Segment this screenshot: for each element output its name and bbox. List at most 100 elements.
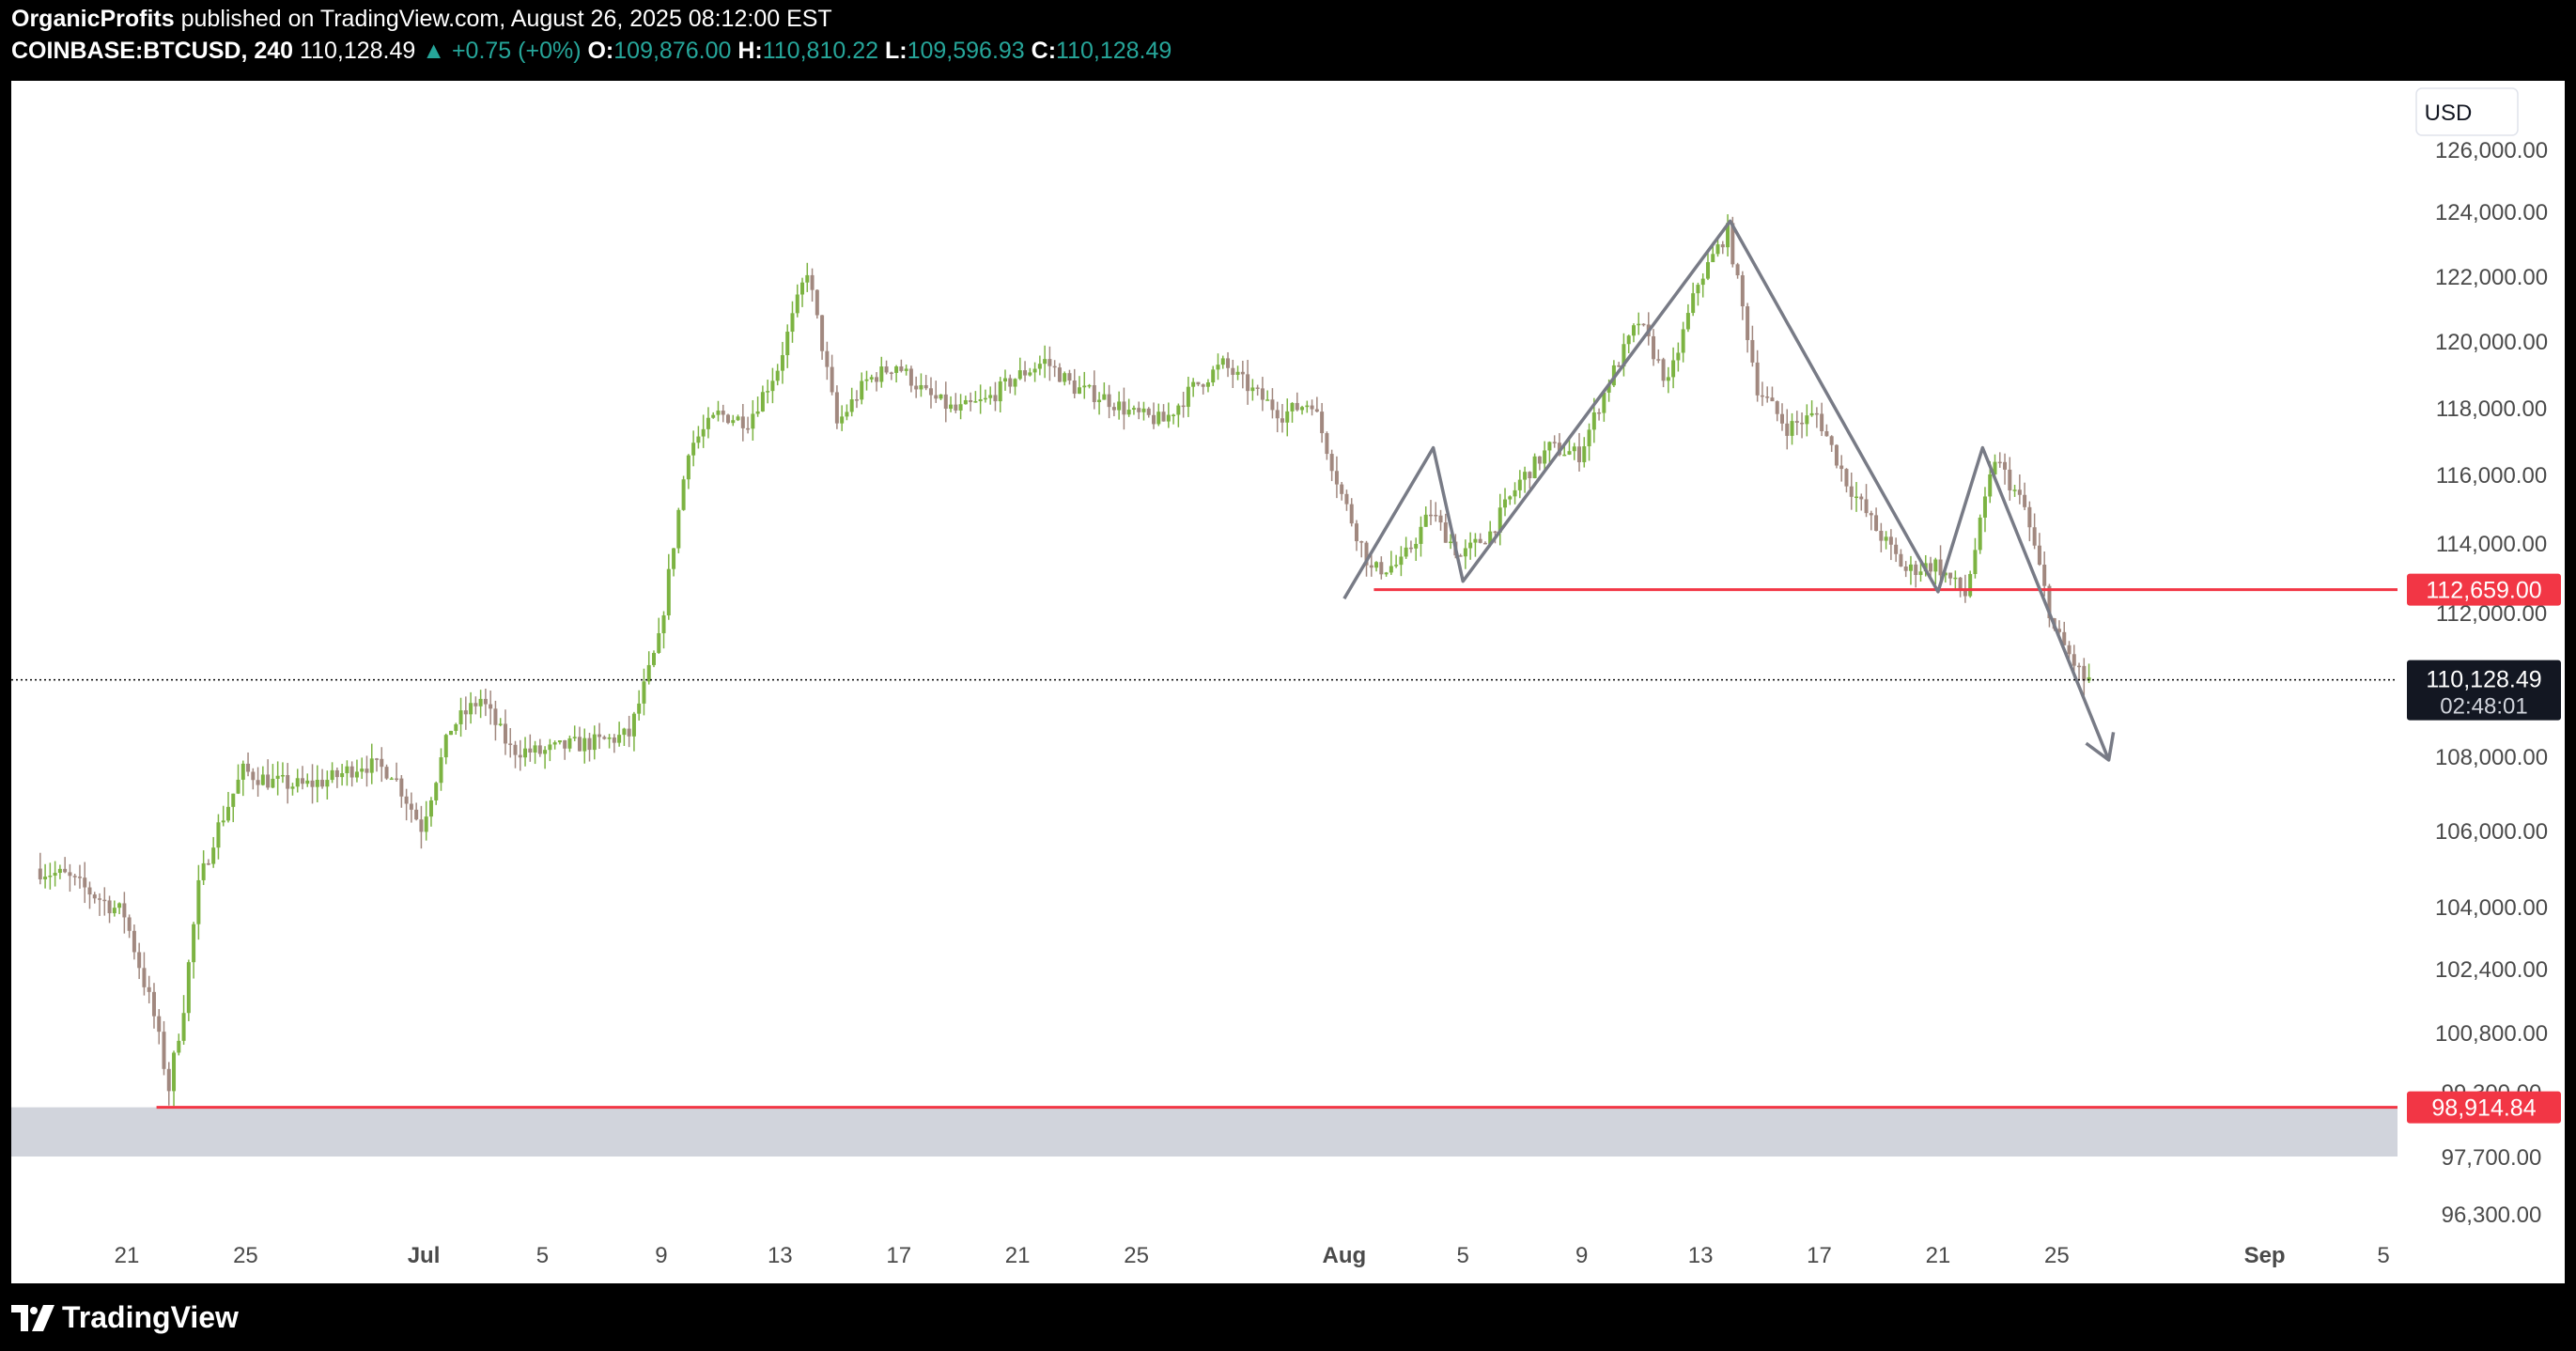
candle-body (2062, 631, 2067, 645)
candle-body (102, 899, 107, 902)
candle-body (993, 395, 998, 402)
candle-body (280, 774, 285, 777)
candle-body (1888, 536, 1893, 545)
candle-body (72, 876, 77, 877)
candle-body (275, 775, 280, 779)
candle-body (389, 778, 394, 781)
candle-body (1196, 381, 1201, 385)
candle-body (449, 730, 454, 736)
candle-body (1488, 531, 1493, 544)
candle-body (1008, 378, 1013, 387)
candle-body (246, 763, 251, 772)
candle-body (958, 404, 963, 411)
candle-body (1226, 358, 1231, 368)
candle-body (884, 366, 889, 373)
candle-body (1740, 275, 1745, 307)
candle-body (1547, 442, 1552, 451)
candle-body (716, 411, 721, 415)
candle-body (1711, 254, 1715, 263)
candle-body (676, 509, 681, 549)
candle-body (1864, 499, 1869, 514)
chart-footer: TradingView (0, 1283, 2576, 1351)
level-price-tag (2407, 573, 2561, 606)
candle-body (1235, 371, 1240, 375)
candle-body (617, 735, 622, 743)
support-zone[interactable] (11, 1107, 2398, 1157)
candle-body (1374, 562, 1379, 568)
x-tick-label: 25 (233, 1243, 258, 1268)
candle-body (1824, 431, 1829, 437)
candle-body (523, 748, 528, 758)
currency-label: USD (2425, 101, 2473, 126)
candle-body (726, 414, 731, 424)
candle-body (132, 930, 136, 953)
last-price: 110,128.49 (300, 38, 416, 64)
candle-body (1280, 418, 1284, 423)
candle-body (1482, 542, 1487, 545)
candle-body (469, 703, 473, 715)
candle-body (206, 862, 210, 865)
candle-body (1205, 382, 1210, 387)
candle-body (192, 924, 196, 963)
candle-body (1656, 359, 1661, 361)
candle-body (602, 737, 607, 739)
pattern-zigzag-line[interactable] (1342, 219, 2111, 761)
tradingview-logo[interactable]: TradingView (11, 1300, 239, 1335)
candle-body (271, 778, 275, 788)
candle-body (904, 368, 908, 371)
candle-body (1730, 223, 1735, 265)
candle-body (1735, 264, 1740, 276)
author-name[interactable]: OrganicProfits (11, 6, 175, 32)
candle-body (1449, 541, 1453, 544)
currency-button[interactable] (2415, 87, 2519, 136)
level-price-tag (2407, 1091, 2561, 1124)
candle-body (1493, 531, 1497, 534)
candle-body (548, 744, 552, 751)
candle-body (721, 411, 725, 415)
candle-body (746, 427, 751, 430)
candle-body (1186, 386, 1190, 408)
candle-body (231, 793, 236, 807)
candle-body (731, 420, 736, 424)
candle-body (1696, 285, 1700, 294)
candle-body (147, 986, 151, 992)
candle-body (186, 962, 191, 1014)
candle-body (1394, 565, 1399, 567)
candle-body (290, 786, 295, 789)
candle-body (330, 769, 334, 781)
candle-body (834, 392, 839, 424)
candle-body (1078, 387, 1082, 395)
candle-body (1473, 538, 1478, 543)
candle-body (998, 381, 1002, 402)
candle-body (1641, 323, 1646, 326)
y-tick-label: 108,000.00 (2435, 745, 2548, 770)
candle-body (691, 443, 696, 456)
candle-body (1359, 541, 1364, 543)
candle-body (740, 416, 745, 428)
candle-body (552, 742, 557, 745)
candle-body (1017, 370, 1022, 380)
candle-body (127, 917, 132, 931)
candle-body (1379, 562, 1384, 575)
candle-body (256, 780, 260, 785)
candle-body (1146, 408, 1151, 415)
candle-body (1626, 335, 1631, 345)
candle-body (1037, 364, 1042, 369)
candle-body (1834, 444, 1839, 466)
candle-body (1349, 504, 1354, 524)
price-chart[interactable]: 126,000.00 124,000.00 122,000.00 120,000.00… (11, 81, 2565, 1283)
chart-area[interactable]: 126,000.00 124,000.00 122,000.00 120,000.00… (11, 81, 2565, 1283)
candle-body (1260, 388, 1265, 400)
candle-body (612, 737, 616, 743)
candle-body (706, 417, 710, 429)
candle-body (1705, 262, 1710, 279)
candle-body (637, 703, 642, 714)
candle-body (1314, 409, 1319, 412)
candle-body (631, 713, 636, 737)
candle-body (260, 774, 265, 785)
candle-body (38, 868, 42, 879)
candle-body (563, 740, 567, 749)
candle-body (1423, 514, 1428, 527)
candle-body (860, 380, 864, 400)
candle-body (1408, 547, 1413, 550)
